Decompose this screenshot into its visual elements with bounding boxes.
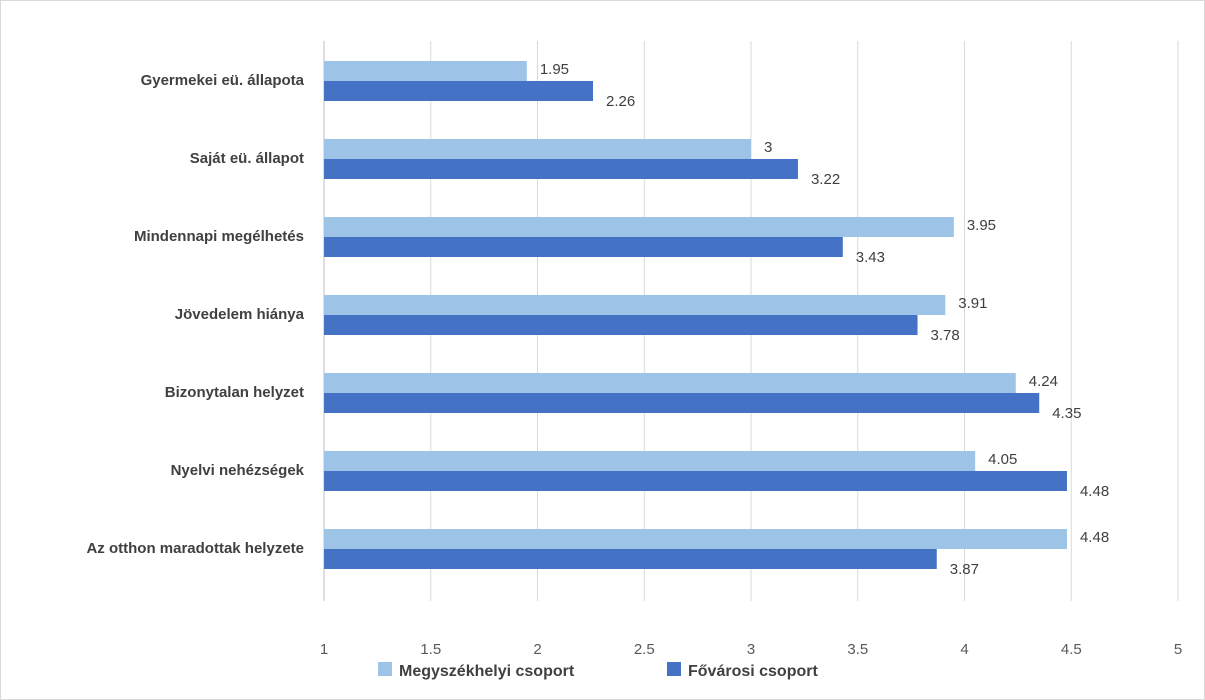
bar-fovarosi [324,237,843,257]
category-label: Nyelvi nehézségek [171,462,305,479]
data-label: 3.22 [811,171,840,188]
x-tick-label: 2.5 [634,641,655,658]
bar-fovarosi [324,81,594,101]
x-tick-label: 3.5 [847,641,868,658]
x-tick-label: 4 [960,641,968,658]
data-label: 3.78 [931,327,960,344]
data-label: 4.05 [988,451,1017,468]
bar-fovarosi [324,549,937,569]
bar-megyszekhelyi [324,373,1016,393]
bar-megyszekhelyi [324,217,954,237]
legend-swatch [667,662,681,676]
category-label: Saját eü. állapot [190,150,304,167]
data-label: 2.26 [606,93,635,110]
x-tick-label: 1.5 [420,641,441,658]
bar-megyszekhelyi [324,61,527,81]
data-label: 3.95 [967,217,996,234]
bar-megyszekhelyi [324,139,751,159]
category-label: Gyermekei eü. állapota [141,72,305,89]
data-label: 3.43 [856,249,885,266]
category-label: Jövedelem hiánya [175,306,305,323]
bar-fovarosi [324,315,918,335]
category-label: Mindennapi megélhetés [134,228,304,245]
data-label: 3.87 [950,561,979,578]
data-label: 1.95 [540,61,569,78]
bar-fovarosi [324,393,1040,413]
bars [324,61,1067,569]
data-label: 4.35 [1052,405,1081,422]
category-label: Az otthon maradottak helyzete [86,540,304,557]
x-tick-label: 4.5 [1061,641,1082,658]
data-label: 4.24 [1029,373,1058,390]
data-label: 4.48 [1080,529,1109,546]
data-label: 3.91 [958,295,987,312]
labels: 1 1.5 2 2.5 3 3.5 4 4.5 5 Gyermekei eü. állapota 1… [86,61,1182,658]
x-tick-label: 2 [533,641,541,658]
data-label: 3 [764,139,772,156]
bar-megyszekhelyi [324,529,1067,549]
bar-fovarosi [324,471,1067,491]
x-tick-label: 1 [320,641,328,658]
x-tick-label: 3 [747,641,755,658]
x-tick-label: 5 [1174,641,1182,658]
bar-megyszekhelyi [324,295,946,315]
bar-megyszekhelyi [324,451,976,471]
legend: Megyszékhelyi csoport Fővárosi csoport [378,662,818,680]
legend-label: Megyszékhelyi csoport [399,663,575,680]
legend-label: Fővárosi csoport [688,663,818,680]
bar-fovarosi [324,159,798,179]
legend-swatch [378,662,392,676]
data-label: 4.48 [1080,483,1109,500]
category-label: Bizonytalan helyzet [165,384,304,401]
